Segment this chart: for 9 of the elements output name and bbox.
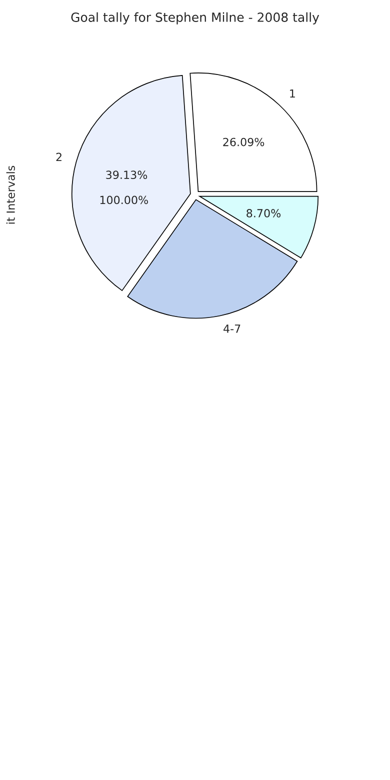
data-label: 26.09% bbox=[223, 138, 264, 146]
slice-label: 1 bbox=[290, 89, 295, 98]
slice-label: 2 bbox=[56, 152, 62, 161]
chart-title: Goal tally for Stephen Milne - 2008 tally bbox=[71, 12, 320, 24]
slice-label: 4-7 bbox=[224, 324, 240, 333]
data-label: 39.13% bbox=[106, 170, 148, 180]
text: 100.00% bbox=[100, 196, 148, 204]
data-label: 8.70% bbox=[246, 209, 281, 218]
text: it Intervals bbox=[6, 166, 15, 224]
